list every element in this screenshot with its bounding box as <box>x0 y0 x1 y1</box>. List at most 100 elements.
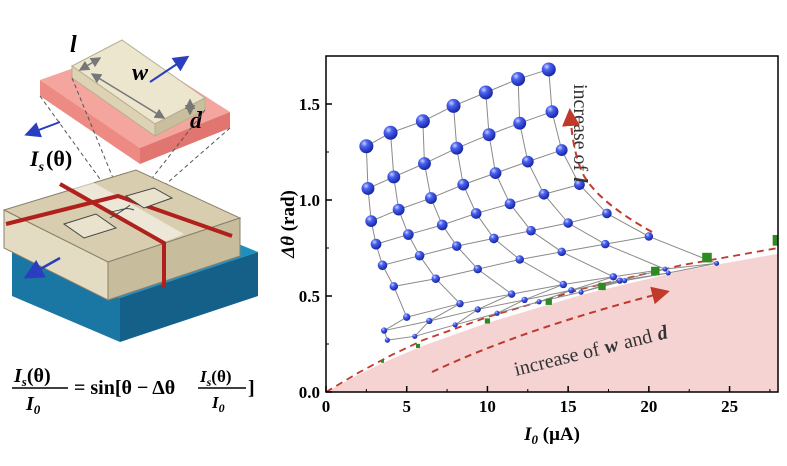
sphere-point <box>482 128 496 142</box>
x-tick-label: 25 <box>721 397 738 416</box>
current-arrow-out <box>24 121 61 138</box>
y-tick-label: 1.5 <box>299 95 320 114</box>
sphere-point <box>714 260 720 266</box>
plot-area <box>326 62 778 392</box>
label-w: w <box>132 60 149 86</box>
y-tick-label: 0.0 <box>299 383 320 402</box>
sphere-point <box>545 105 559 119</box>
sphere-point <box>452 322 458 328</box>
sphere-point <box>504 198 516 210</box>
eq-close: ] <box>248 377 255 399</box>
equation: Is(θ) I0 = sin[θ − Δθ Is(θ) I0 ] <box>12 365 255 417</box>
sphere-point <box>412 333 418 339</box>
sphere-point <box>392 203 405 216</box>
sphere-point <box>380 327 388 334</box>
mesh-line-col <box>422 121 513 326</box>
y-axis-label: Δθ (rad) <box>278 190 299 259</box>
sphere-point <box>370 238 382 250</box>
sphere-point <box>418 157 431 170</box>
label-l: l <box>70 32 77 58</box>
square-point <box>484 318 491 324</box>
square-markers <box>381 234 778 363</box>
x-tick-label: 15 <box>560 397 577 416</box>
sphere-point <box>526 225 536 236</box>
junction-closeup: l w d Is(θ) <box>24 32 230 175</box>
sphere-point <box>536 299 542 305</box>
sphere-point <box>662 266 668 272</box>
sphere-point <box>474 306 481 313</box>
sphere-point <box>563 218 573 228</box>
sphere-point <box>451 241 462 251</box>
square-point <box>651 266 660 276</box>
square-point <box>772 234 778 246</box>
sphere-point <box>559 280 567 289</box>
sphere-point <box>377 260 388 271</box>
sphere-point <box>446 98 461 113</box>
sphere-point <box>359 139 374 154</box>
sphere-point <box>578 289 584 295</box>
square-point <box>381 359 384 363</box>
mesh-line-col <box>485 92 615 303</box>
eq-frac2-num: Is(θ) <box>199 367 232 389</box>
sphere-point <box>521 296 528 303</box>
annotation-increase-l: increase ofl <box>569 84 591 183</box>
sphere-point <box>436 219 448 231</box>
x-tick-label: 10 <box>479 397 496 416</box>
x-tick-label: 5 <box>402 397 411 416</box>
square-point <box>415 343 421 348</box>
sphere-point <box>541 62 556 77</box>
x-tick-label: 0 <box>322 397 331 416</box>
sphere-point <box>609 273 618 281</box>
current-arrow-in <box>149 55 190 83</box>
sphere-point <box>557 247 566 257</box>
sphere-point <box>361 182 375 195</box>
sphere-point <box>426 317 433 325</box>
label-d: d <box>190 108 203 134</box>
sphere-point <box>665 270 671 276</box>
sphere-point <box>521 155 534 168</box>
sphere-point <box>457 178 470 191</box>
arrow-increase-wd <box>431 286 670 373</box>
sphere-point <box>473 264 482 274</box>
eq-rhs: = sin[θ − Δθ <box>74 377 175 399</box>
sphere-point <box>365 215 378 228</box>
sphere-point <box>644 232 654 241</box>
sphere-point <box>450 141 464 155</box>
eq-frac1-num: Is(θ) <box>13 365 51 389</box>
sphere-point <box>403 313 411 321</box>
sphere-point <box>622 278 628 284</box>
sphere-point <box>555 144 568 156</box>
sphere-point <box>601 239 610 249</box>
label-current: Is(θ) <box>29 146 72 175</box>
x-tick-label: 20 <box>640 397 657 416</box>
plot-frame <box>325 55 779 393</box>
sphere-point <box>602 208 612 219</box>
arrow-increase-l <box>562 108 653 233</box>
sphere-point <box>415 114 430 129</box>
sphere-point <box>402 229 414 240</box>
square-point <box>545 298 552 305</box>
sphere-point <box>414 250 425 261</box>
x-axis-label: I0 (μA) <box>523 424 580 447</box>
sphere-point <box>513 116 527 130</box>
square-point <box>598 282 606 291</box>
substrate-current-arrow <box>23 256 61 279</box>
mesh-line-col <box>453 105 565 314</box>
square-point <box>702 252 712 263</box>
sphere-point <box>489 233 499 244</box>
sphere-point <box>383 125 398 140</box>
sphere-point <box>384 337 390 343</box>
y-tick-label: 0.5 <box>299 287 320 306</box>
sphere-point <box>616 277 623 284</box>
sphere-point <box>389 282 399 291</box>
sphere-markers <box>359 62 720 343</box>
y-tick-label: 1.0 <box>299 191 320 210</box>
sphere-point <box>511 72 526 87</box>
sphere-point <box>425 192 437 204</box>
sphere-point <box>568 287 575 294</box>
sphere-point <box>456 299 464 308</box>
sphere-point <box>507 290 516 298</box>
